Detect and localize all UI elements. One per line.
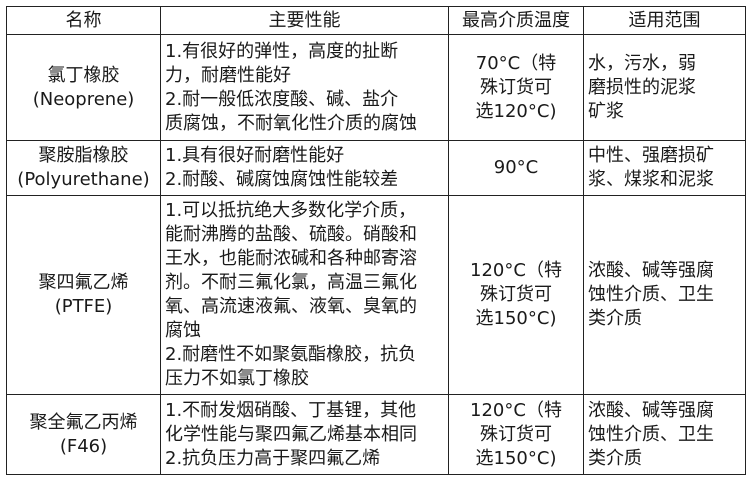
temperature-line: 90°C xyxy=(493,157,539,178)
performance-line: 2.耐磨性不如聚氨酯橡胶，抗负 xyxy=(165,344,417,365)
performance-line: 王水，也能耐浓碱和各种邮寄溶 xyxy=(165,248,417,269)
performance-line: 1.不耐发烟硝酸、丁基锂，其他 xyxy=(165,399,417,421)
temperature-line: 殊订货可 xyxy=(480,423,552,445)
name-line: (Neoprene) xyxy=(32,88,135,110)
performance-line: 氧、高流速液氟、液氧、臭氧的 xyxy=(165,296,417,317)
performance-line: 1.具有很好耐磨性能好 xyxy=(165,145,345,166)
range-line: 蚀性介质、卫生 xyxy=(588,423,714,445)
header-name: 名称 xyxy=(6,6,161,35)
temperature-line: 120°C（特 xyxy=(470,260,562,281)
performance-line: 质腐蚀，不耐氧化性介质的腐蚀 xyxy=(165,112,417,134)
cell-temperature: 90°C xyxy=(448,140,584,196)
header-performance: 主要性能 xyxy=(160,6,449,35)
range-line: 水，污水，弱 xyxy=(588,52,696,74)
performance-line: 压力不如氯丁橡胶 xyxy=(165,368,309,389)
cell-performance: 1.不耐发烟硝酸、丁基锂，其他 化学性能与聚四氟乙烯基本相同 2.抗负压力高于聚四氟… xyxy=(160,394,449,475)
name-line: (Polyurethane) xyxy=(17,169,150,190)
performance-line: 1.可以抵抗绝大多数化学介质， xyxy=(165,200,417,221)
cell-name: 聚胺脂橡胶 (Polyurethane) xyxy=(6,140,161,196)
temperature-line: 70°C（特 xyxy=(475,52,557,74)
cell-performance: 1.具有很好耐磨性能好 2.耐酸、碱腐蚀腐蚀性能较差 xyxy=(160,140,449,196)
temperature-line: 选150°C) xyxy=(475,447,557,469)
performance-line: 剂。不耐三氟化氯，高温三氟化 xyxy=(165,272,417,293)
name-line: 聚四氟乙烯 xyxy=(38,272,129,293)
range-line: 矿浆 xyxy=(588,100,624,122)
performance-line: 能耐沸腾的盐酸、硫酸。硝酸和 xyxy=(165,224,417,245)
cell-name: 聚全氟乙丙烯 (F46) xyxy=(6,394,161,475)
performance-line: 腐蚀 xyxy=(165,320,201,341)
cell-performance: 1.可以抵抗绝大多数化学介质， 能耐沸腾的盐酸、硫酸。硝酸和 王水，也能耐浓碱和各种… xyxy=(160,195,449,395)
header-row: 名称 主要性能 最高介质温度 适用范围 xyxy=(6,6,746,35)
header-range: 适用范围 xyxy=(583,6,746,35)
cell-temperature: 120°C（特 殊订货可选150°C) xyxy=(448,195,584,395)
cell-name: 氯丁橡胶 (Neoprene) xyxy=(6,34,161,141)
performance-line: 化学性能与聚四氟乙烯基本相同 xyxy=(165,423,417,445)
temperature-line: 选150°C) xyxy=(475,308,557,329)
cell-name: 聚四氟乙烯 (PTFE) xyxy=(6,195,161,395)
name-line: (F46) xyxy=(59,435,108,457)
cell-temperature: 70°C（特 殊订货可 选120°C) xyxy=(448,34,584,141)
cell-range: 中性、强磨损矿 浆、煤浆和泥浆 xyxy=(583,140,746,196)
cell-temperature: 120°C（特 殊订货可 选150°C) xyxy=(448,394,584,475)
temperature-line: 殊订货可 xyxy=(480,76,552,98)
name-line: (PTFE) xyxy=(54,296,113,317)
range-line: 蚀性介质、卫生 xyxy=(588,284,714,305)
range-line: 浓酸、碱等强腐 xyxy=(588,399,714,421)
range-line: 磨损性的泥浆 xyxy=(588,76,696,98)
temperature-line: 120°C（特 xyxy=(470,399,562,421)
name-line: 氯丁橡胶 xyxy=(47,64,120,86)
table-row: 聚胺脂橡胶 (Polyurethane) 1.具有很好耐磨性能好 2.耐酸、碱腐蚀腐蚀… xyxy=(6,140,746,196)
name-line: 聚全氟乙丙烯 xyxy=(29,411,138,433)
range-line: 浓酸、碱等强腐 xyxy=(588,260,714,281)
range-line: 类介质 xyxy=(588,308,642,329)
cell-performance: 1.有很好的弹性，高度的扯断 力，耐磨性能好 2.耐一般低浓度酸、碱、盐介 质腐蚀，不… xyxy=(160,34,449,141)
table-row: 氯丁橡胶 (Neoprene) 1.有很好的弹性，高度的扯断 力，耐磨性能好 2.耐一般… xyxy=(6,34,746,141)
header-max-temperature: 最高介质温度 xyxy=(448,6,584,35)
range-line: 类介质 xyxy=(588,447,642,469)
lining-material-table: 名称 主要性能 最高介质温度 适用范围 氯丁橡胶 (Neoprene) 1.有很好的… xyxy=(6,6,746,475)
performance-line: 2.耐酸、碱腐蚀腐蚀性能较差 xyxy=(165,169,399,190)
table-row: 聚全氟乙丙烯 (F46) 1.不耐发烟硝酸、丁基锂，其他 化学性能与聚四氟乙烯基本相同… xyxy=(6,394,746,475)
cell-range: 浓酸、碱等强腐 蚀性介质、卫生 类介质 xyxy=(583,195,746,395)
table-body: 氯丁橡胶 (Neoprene) 1.有很好的弹性，高度的扯断 力，耐磨性能好 2.耐一般… xyxy=(6,34,746,475)
cell-range: 水，污水，弱 磨损性的泥浆 矿浆 xyxy=(583,34,746,141)
temperature-line: 殊订货可 xyxy=(480,284,552,305)
name-line: 聚胺脂橡胶 xyxy=(38,145,129,166)
table-row: 聚四氟乙烯 (PTFE) 1.可以抵抗绝大多数化学介质， 能耐沸腾的盐酸、硫酸。硝酸和… xyxy=(6,195,746,395)
cell-range: 浓酸、碱等强腐 蚀性介质、卫生 类介质 xyxy=(583,394,746,475)
performance-line: 1.有很好的弹性，高度的扯断 xyxy=(165,40,399,62)
performance-line: 2.抗负压力高于聚四氟乙烯 xyxy=(165,447,381,469)
performance-line: 力，耐磨性能好 xyxy=(165,64,291,86)
range-line: 浆、煤浆和泥浆 xyxy=(588,169,714,190)
temperature-line: 选120°C) xyxy=(475,100,557,122)
range-line: 中性、强磨损矿 xyxy=(588,145,714,166)
performance-line: 2.耐一般低浓度酸、碱、盐介 xyxy=(165,88,399,110)
